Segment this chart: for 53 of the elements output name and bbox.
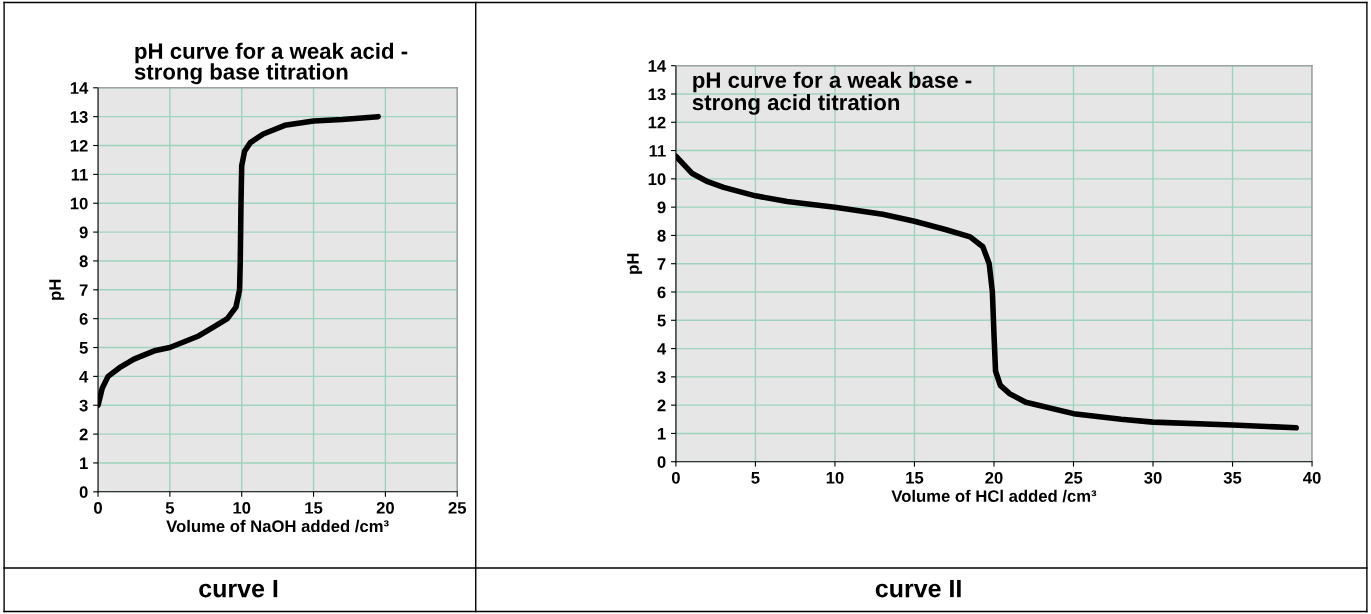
y-tick-label: 8 [657,229,666,242]
y-tick-label: 1 [80,457,88,469]
y-tick-label: 5 [657,314,666,327]
x-axis-title: Volume of NaOH added /cm³ [166,519,389,533]
y-tick-label: 11 [649,145,666,157]
y-tick-label: 0 [657,456,666,468]
x-tick-label: 10 [826,471,844,484]
y-tick-label: 7 [657,258,666,270]
y-tick-label: 12 [70,139,88,152]
y-axis-title: pH [627,253,643,274]
x-tick-label: 10 [233,501,251,514]
x-tick-label: 40 [1303,471,1321,484]
y-tick-label: 2 [79,428,88,441]
y-tick-label: 13 [648,88,666,101]
x-tick-label: 15 [906,472,924,484]
chart-title: pH curve for a weak acid - strong base titration [134,42,408,85]
y-tick-label: 12 [648,116,666,129]
x-tick-label: 25 [1064,471,1083,484]
x-tick-label: 30 [1144,471,1162,484]
x-tick-label: 20 [985,471,1003,484]
y-tick-label: 1 [657,428,666,440]
y-tick-label: 6 [79,313,88,325]
y-tick-label: 4 [79,370,89,383]
y-tick-label: 4 [657,343,667,355]
x-tick-label: 0 [671,471,680,484]
y-tick-label: 10 [70,197,88,210]
x-tick-label: 25 [448,501,467,514]
x-axis-title: Volume of HCl added /cm³ [891,489,1097,503]
y-tick-label: 5 [79,342,88,354]
y-tick-label: 8 [79,255,88,268]
y-tick-label: 3 [657,371,666,384]
x-tick-label: 5 [165,502,175,514]
y-tick-label: 2 [657,399,666,412]
x-tick-label: 35 [1223,471,1242,484]
y-tick-label: 10 [648,173,666,186]
y-tick-label: 13 [70,111,88,123]
y-tick-label: 9 [657,201,666,214]
y-tick-label: 6 [657,286,666,299]
x-tick-label: 0 [94,501,102,514]
y-tick-label: 11 [71,168,88,181]
y-tick-label: 14 [648,60,667,72]
y-tick-label: 9 [79,226,88,239]
x-tick-label: 15 [305,502,323,514]
x-tick-label: 5 [751,472,760,484]
text: curve I [199,579,278,598]
y-axis-title: pH [49,279,65,300]
text: pH curve for a weak base - strong acid titration [692,71,972,115]
y-tick-label: 3 [79,399,88,412]
y-tick-label: 0 [79,486,88,499]
y-tick-label: 14 [70,82,89,94]
y-tick-label: 7 [79,284,88,296]
x-tick-label: 20 [376,501,394,514]
text: curve II [875,579,961,598]
